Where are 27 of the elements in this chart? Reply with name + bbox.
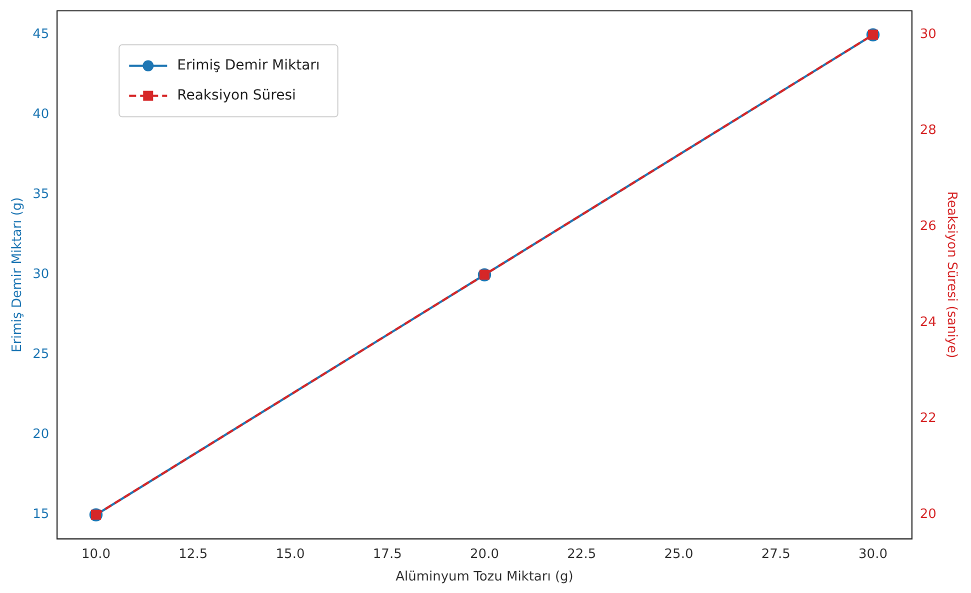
x-tick-label: 27.5 bbox=[761, 546, 790, 562]
y-tick-label: 15 bbox=[32, 507, 50, 522]
x-tick-label: 10.0 bbox=[82, 546, 110, 562]
y2-tick-label: 22 bbox=[920, 411, 936, 426]
legend-label: Erimiş Demir Miktarı bbox=[177, 57, 320, 74]
y-tick-label: 25 bbox=[32, 347, 50, 362]
y-tick-label: 20 bbox=[32, 427, 50, 442]
y2-tick-label: 30 bbox=[920, 27, 936, 42]
x-tick-label: 25.0 bbox=[664, 546, 694, 562]
x-tick-label: 20.0 bbox=[470, 546, 499, 562]
legend-label: Reaksiyon Süresi bbox=[177, 87, 296, 104]
y-tick-label: 40 bbox=[32, 107, 50, 122]
y2-tick-label: 20 bbox=[920, 507, 936, 522]
y-tick-label: 30 bbox=[32, 267, 50, 282]
x-tick-label: 30.0 bbox=[858, 546, 888, 562]
x-tick-label: 12.5 bbox=[178, 546, 208, 562]
x-tick-label: 22.5 bbox=[567, 546, 596, 562]
y-tick-label: 45 bbox=[32, 27, 50, 42]
y-tick-label: 35 bbox=[32, 187, 50, 202]
y2-tick-label: 28 bbox=[920, 123, 936, 138]
x-tick-label: 17.5 bbox=[372, 546, 402, 562]
y-axis-title: Erimiş Demir Miktarı (g) bbox=[10, 197, 26, 352]
y2-tick-label: 24 bbox=[920, 315, 936, 330]
x-tick-label: 15.0 bbox=[276, 546, 305, 562]
y2-axis-title: Reaksiyon Süresi (saniye) bbox=[944, 191, 959, 358]
y2-tick-label: 26 bbox=[920, 219, 936, 234]
x-axis-title: Alüminyum Tozu Miktarı (g) bbox=[396, 570, 574, 585]
